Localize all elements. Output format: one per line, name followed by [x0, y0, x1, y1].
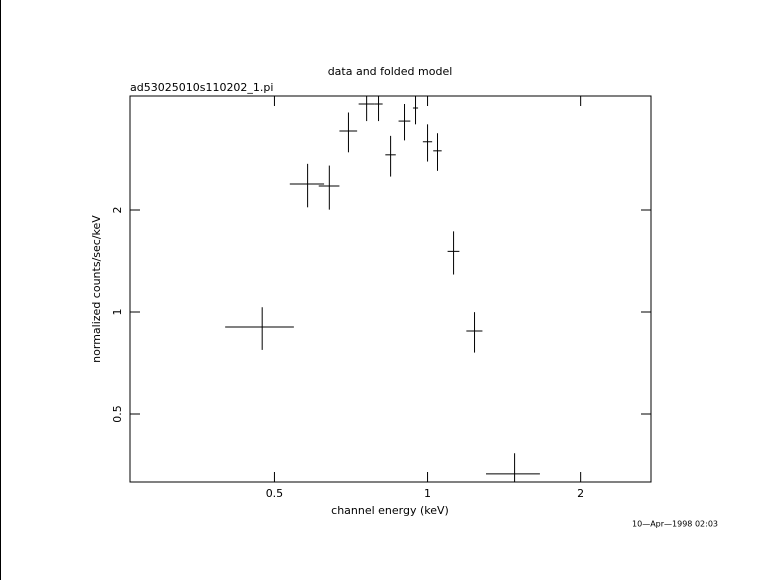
- y-tick-label: 2: [111, 207, 124, 214]
- x-tick-label: 0.5: [266, 487, 284, 500]
- y-tick-label: 1: [111, 309, 124, 316]
- y-tick-label: 0.5: [111, 405, 124, 423]
- chart-subtitle: ad53025010s110202_1.pi: [130, 81, 273, 94]
- timestamp: 10—Apr—1998 02:03: [632, 520, 718, 529]
- plot-frame: [129, 95, 652, 483]
- chart-title: data and folded model: [328, 65, 453, 78]
- x-axis-label: channel energy (keV): [331, 504, 449, 517]
- x-tick-label: 2: [577, 487, 584, 500]
- x-tick-label: 1: [424, 487, 431, 500]
- y-axis-label: normalized counts/sec/keV: [90, 215, 103, 363]
